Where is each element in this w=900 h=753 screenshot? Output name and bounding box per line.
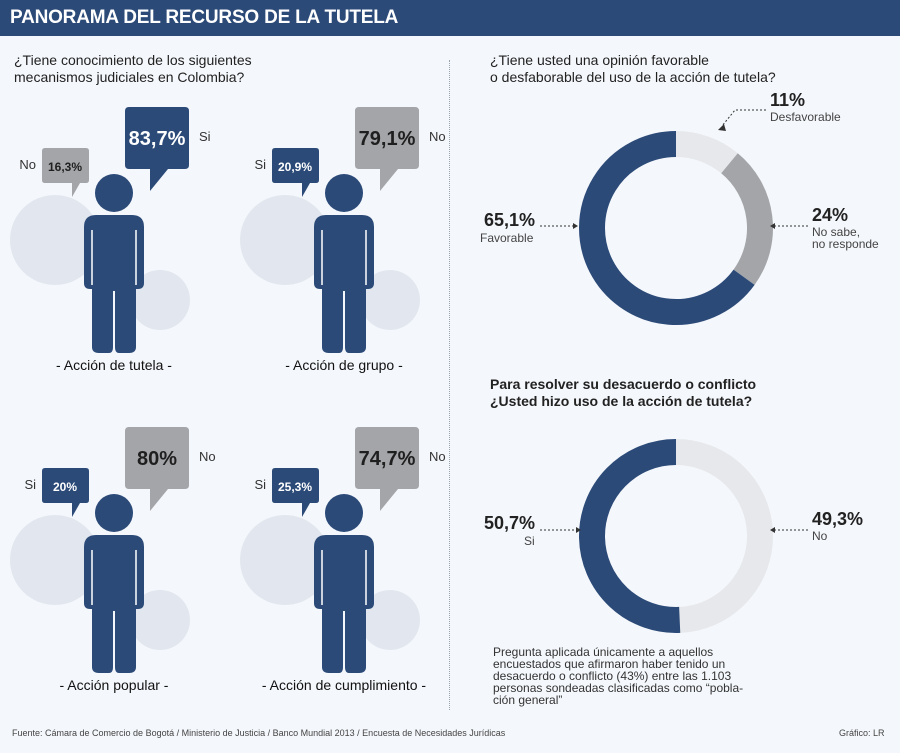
note-line-2: encuestados que afirmaron haber tenido u…	[493, 657, 726, 671]
big-speech-bubble	[125, 107, 189, 191]
page-title: PANORAMA DEL RECURSO DE LA TUTELA	[10, 7, 399, 28]
no-sabe-label-2: no responde	[812, 237, 879, 251]
right-question-2-line-1: Para resolver su desacuerdo o conflicto	[490, 376, 757, 392]
small-speech-bubble	[42, 468, 89, 517]
small-bubble-value: 16,3%	[48, 160, 82, 174]
figure-panel: 83,7% Si 16,3% No	[10, 107, 211, 353]
right-question-2-line-2: ¿Usted hizo uso de la acción de tutela?	[490, 393, 753, 409]
donut-chart-uso	[579, 439, 773, 633]
donut-slice-desfavorable	[675, 131, 738, 174]
note-line-1: Pregunta aplicada únicamente a aquellos	[493, 645, 714, 659]
uso-si-label: Si	[524, 534, 535, 548]
person-head-icon	[95, 494, 133, 532]
donut-slice-si	[579, 439, 681, 633]
small-bubble-value: 25,3%	[278, 480, 312, 494]
person-head-icon	[95, 174, 133, 212]
small-bubble-label: No	[19, 157, 36, 172]
arrowhead-desfavorable	[718, 124, 726, 131]
big-bubble-value: 83,7%	[129, 128, 186, 150]
donut-slice-favorable	[579, 131, 755, 325]
small-speech-bubble	[272, 148, 319, 197]
background-circle	[240, 515, 330, 605]
big-speech-bubble	[355, 427, 419, 511]
figure-panel: 74,7% No 25,3% Si	[240, 427, 446, 673]
left-question-line-2: mecanismos judiciales en Colombia?	[14, 69, 245, 85]
note-line-4: personas sondeadas clasificadas como “po…	[493, 681, 744, 695]
big-speech-bubble	[125, 427, 189, 511]
uso-no-label: No	[812, 529, 828, 543]
person-body-icon	[314, 535, 374, 673]
uso-si-pct: 50,7%	[484, 513, 536, 533]
right-question-2: Para resolver su desacuerdo o conflicto …	[490, 376, 756, 410]
donut-chart-opinion	[579, 131, 773, 325]
big-bubble-label: Si	[199, 129, 211, 144]
person-head-icon	[325, 174, 363, 212]
background-circle-small	[130, 590, 190, 650]
header-bar: PANORAMA DEL RECURSO DE LA TUTELA	[0, 0, 900, 36]
source-text: Fuente: Cámara de Comercio de Bogotá / M…	[12, 728, 506, 738]
figure-panel: 79,1% No 20,9% Si	[240, 107, 446, 353]
small-bubble-value: 20%	[53, 480, 77, 494]
person-body-icon	[84, 535, 144, 673]
note-line-3: desacuerdo o conflicto (43%) entre las 1…	[493, 669, 732, 683]
background-circle	[10, 195, 100, 285]
right-question-1-line-1: ¿Tiene usted una opinión favorable	[490, 52, 709, 68]
small-bubble-label: Si	[24, 477, 36, 492]
small-bubble-label: Si	[254, 477, 266, 492]
figure-panel: 80% No 20% Si	[10, 427, 216, 673]
arrowhead-uso-si	[576, 527, 581, 533]
big-bubble-label: No	[429, 449, 446, 464]
left-question: ¿Tiene conocimiento de los siguientes me…	[14, 52, 252, 86]
right-question-1: ¿Tiene usted una opinión favorable o des…	[490, 52, 776, 86]
small-bubble-label: Si	[254, 157, 266, 172]
right-question-1-line-2: o desfaborable del uso de la acción de t…	[490, 69, 776, 85]
background-circle-small	[130, 270, 190, 330]
desfavorable-label: Desfavorable	[770, 110, 841, 124]
arrowhead-no-sabe	[770, 223, 775, 229]
small-speech-bubble	[42, 148, 89, 197]
donut-slice-no-sabe-no-responde	[720, 153, 773, 285]
big-speech-bubble	[355, 107, 419, 191]
person-body-icon	[84, 215, 144, 353]
background-circle-small	[360, 590, 420, 650]
uso-no-pct: 49,3%	[812, 509, 864, 529]
big-bubble-value: 79,1%	[359, 128, 416, 150]
favorable-pct: 65,1%	[484, 210, 536, 230]
footnote-note: Pregunta aplicada únicamente a aquellos …	[493, 646, 763, 706]
desfavorable-pct: 11%	[770, 90, 806, 110]
left-question-line-1: ¿Tiene conocimiento de los siguientes	[14, 52, 252, 68]
no-sabe-pct: 24%	[812, 205, 849, 225]
big-bubble-label: No	[429, 129, 446, 144]
person-body-icon	[314, 215, 374, 353]
figure-caption: - Acción de cumplimiento -	[261, 677, 427, 693]
credit-text: Gráfico: LR	[839, 728, 885, 738]
note-line-5: ción general”	[493, 693, 563, 707]
favorable-label: Favorable	[480, 231, 534, 245]
background-circle	[240, 195, 330, 285]
figure-caption: - Acción de tutela -	[56, 357, 172, 373]
big-bubble-value: 74,7%	[359, 448, 416, 470]
background-circle-small	[360, 270, 420, 330]
small-bubble-value: 20,9%	[278, 160, 312, 174]
arrowhead-uso-no	[770, 527, 775, 533]
donut-slice-no	[675, 439, 773, 633]
big-bubble-label: No	[199, 449, 216, 464]
column-divider	[449, 60, 450, 710]
background-circle	[10, 515, 100, 605]
figure-caption: - Acción de grupo -	[285, 357, 403, 373]
figure-caption: - Acción popular -	[59, 677, 169, 693]
arrowhead-favorable	[573, 223, 578, 229]
big-bubble-value: 80%	[137, 448, 177, 470]
person-head-icon	[325, 494, 363, 532]
arrow-desfavorable	[721, 109, 766, 127]
no-sabe-label-1: No sabe,	[812, 225, 861, 239]
small-speech-bubble	[272, 468, 319, 517]
